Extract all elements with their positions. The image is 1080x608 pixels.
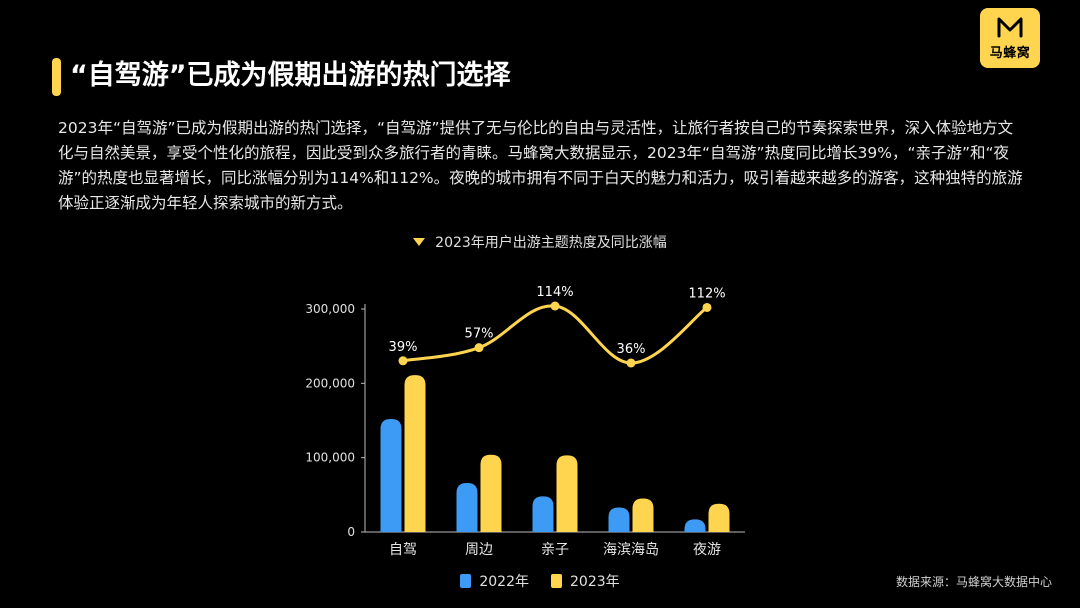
chart-title-row: 2023年用户出游主题热度及同比涨幅 <box>0 232 1080 252</box>
y-tick-label: 100,000 <box>305 451 355 465</box>
bar-2022 <box>532 496 554 532</box>
bar-2023 <box>632 498 654 532</box>
legend-swatch-2023 <box>551 574 562 588</box>
growth-point <box>398 356 408 366</box>
growth-line <box>402 304 708 365</box>
x-tick-label: 亲子 <box>541 542 569 558</box>
bar-2022 <box>608 507 630 532</box>
mafengwo-logo: 马蜂窝 <box>980 8 1040 68</box>
bar-2023 <box>556 455 578 532</box>
logo-text: 马蜂窝 <box>989 46 1031 61</box>
bar-2022 <box>456 482 478 532</box>
growth-data-label: 57% <box>465 327 494 342</box>
growth-data-label: 114% <box>536 285 573 300</box>
growth-point <box>550 301 560 311</box>
x-tick-label: 夜游 <box>693 542 721 558</box>
triangle-marker-icon <box>413 238 426 246</box>
growth-data-label: 112% <box>688 286 725 301</box>
legend-label-2022: 2022年 <box>479 574 529 590</box>
chart-legend: 2022年 2023年 <box>0 571 1080 591</box>
intro-paragraph: 2023年“自驾游”已成为假期出游的热门选择，“自驾游”提供了无与伦比的自由与灵… <box>58 119 1023 212</box>
y-tick-label: 200,000 <box>305 376 355 390</box>
bar-2023 <box>404 375 426 532</box>
growth-data-label: 39% <box>389 340 418 355</box>
bar-2022 <box>684 519 706 532</box>
bar-2023 <box>708 503 730 532</box>
data-source: 数据来源：马蜂窝大数据中心 <box>895 575 1052 589</box>
growth-point <box>474 343 484 353</box>
growth-data-label: 36% <box>617 342 646 357</box>
bar-2022 <box>380 419 402 532</box>
page-title: “自驾游”已成为假期出游的热门选择 <box>70 60 511 91</box>
growth-point <box>702 302 712 312</box>
legend-item-2022: 2022年 <box>460 571 529 591</box>
legend-item-2023: 2023年 <box>551 571 620 591</box>
mafengwo-logo-icon <box>997 17 1023 38</box>
legend-swatch-2022 <box>460 574 472 588</box>
bar-2023 <box>480 454 502 532</box>
chart-title: 2023年用户出游主题热度及同比涨幅 <box>435 235 667 251</box>
x-tick-label: 自驾 <box>389 542 417 558</box>
x-tick-label: 海滨海岛 <box>603 542 659 558</box>
title-accent-bar <box>52 58 61 96</box>
y-tick-label: 300,000 <box>305 302 355 316</box>
x-tick-label: 周边 <box>465 542 493 558</box>
y-tick-label: 0 <box>347 525 355 539</box>
growth-point <box>626 358 636 368</box>
legend-label-2023: 2023年 <box>570 574 620 590</box>
